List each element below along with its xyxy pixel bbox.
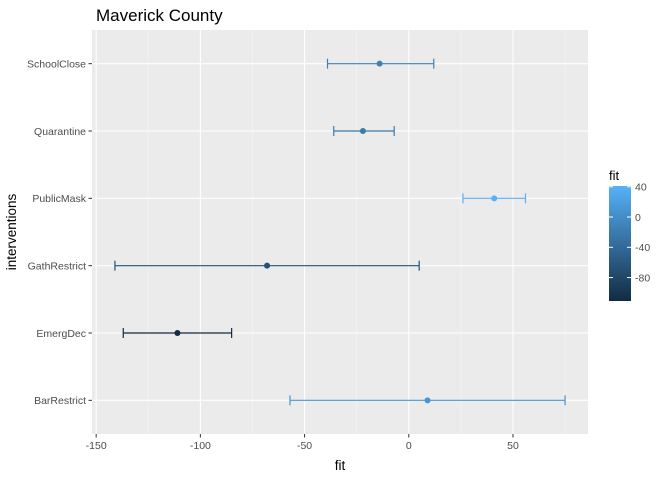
legend-tick-label: -80 [635,272,650,284]
legend-tick-label: -40 [635,242,650,254]
y-axis-title: interventions [4,193,19,270]
y-tick-label: PublicMask [32,193,86,205]
y-tick-label: EmergDec [36,328,86,340]
y-tick-label: BarRestrict [34,395,86,407]
data-point [174,330,181,336]
x-tick-label: -50 [297,440,312,452]
data-point [264,262,271,269]
x-axis: -150 -100 -50 0 50 [86,434,519,452]
minor-gridlines [147,30,566,434]
data-point [424,397,431,404]
data-point [359,128,366,134]
legend-tick-label: 40 [635,182,647,194]
x-tick-label: 0 [406,440,412,452]
data-marks [114,58,566,406]
x-tick-label: -100 [190,440,211,452]
y-tick-label: GathRestrict [28,260,86,272]
y-axis: SchoolClose Quarantine PublicMask GathRestr… [27,58,92,407]
chart-title: Maverick County [96,6,223,25]
data-point [491,195,498,202]
y-tick-label: SchoolClose [27,58,86,70]
y-tick-label: Quarantine [34,126,86,138]
x-tick-label: -150 [86,440,107,452]
plot-panel [92,30,588,434]
x-axis-title: fit [335,458,346,473]
color-legend: fit 40 0 -40 -80 [609,168,650,301]
legend-tick-label: 0 [635,212,641,224]
x-tick-label: 50 [507,440,519,452]
legend-title: fit [609,168,620,183]
legend-ticks: 40 0 -40 -80 [609,182,650,284]
legend-colorbar [609,186,631,301]
data-point [376,60,383,67]
